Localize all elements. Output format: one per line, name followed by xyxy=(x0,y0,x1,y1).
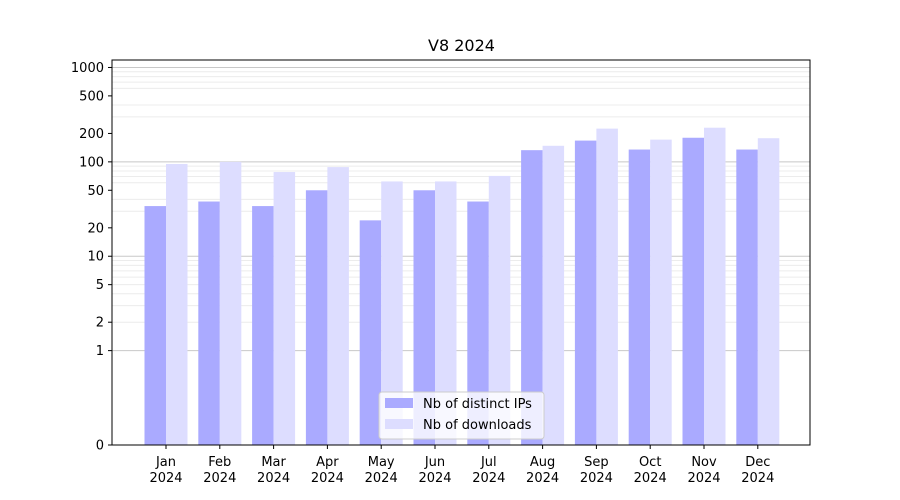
legend: Nb of distinct IPs Nb of downloads xyxy=(378,391,545,440)
x-tick-label-month: Jun xyxy=(424,455,445,470)
x-tick-label-year: 2024 xyxy=(311,471,344,486)
y-tick-label: 500 xyxy=(79,89,104,104)
y-tick-label: 0 xyxy=(96,439,104,454)
bars xyxy=(144,127,780,446)
bar xyxy=(467,201,489,445)
x-tick-label-month: Dec xyxy=(745,455,770,470)
legend-label-distinct-ips: Nb of distinct IPs xyxy=(423,397,532,412)
bar xyxy=(413,190,435,445)
y-tick-label: 20 xyxy=(87,221,104,236)
x-tick-label-year: 2024 xyxy=(418,471,451,486)
x-tick-label-month: Apr xyxy=(316,455,339,470)
bar xyxy=(682,137,704,445)
y-tick-label: 1000 xyxy=(71,61,104,76)
x-tick-label-year: 2024 xyxy=(149,471,182,486)
legend-label-downloads: Nb of downloads xyxy=(423,418,532,433)
x-tick-label-year: 2024 xyxy=(634,471,667,486)
x-tick-label-month: Jan xyxy=(155,455,176,470)
bar xyxy=(574,140,597,445)
x-tick-label-month: Sep xyxy=(584,455,609,470)
y-tick-label: 5 xyxy=(96,278,104,293)
bar xyxy=(381,181,403,445)
bar xyxy=(252,206,274,445)
bar xyxy=(327,167,349,445)
x-tick-label-month: May xyxy=(368,455,395,470)
x-tick-label-month: Mar xyxy=(261,455,286,470)
y-tick-label: 2 xyxy=(96,316,104,331)
x-tick-label-year: 2024 xyxy=(365,471,398,486)
bar xyxy=(596,128,618,445)
x-tick-label-year: 2024 xyxy=(526,471,559,486)
y-tick-label: 50 xyxy=(87,184,104,199)
bar xyxy=(488,175,511,445)
y-tick-label: 100 xyxy=(79,155,104,170)
x-tick-label-month: Feb xyxy=(208,455,231,470)
bar xyxy=(435,181,457,445)
bar xyxy=(628,149,651,446)
x-tick-label-month: Oct xyxy=(639,455,661,470)
plot-frame xyxy=(111,59,811,446)
bar xyxy=(166,163,188,445)
x-tick-label-year: 2024 xyxy=(741,471,774,486)
x-tick-label-year: 2024 xyxy=(580,471,613,486)
x-tick-label-year: 2024 xyxy=(687,471,720,486)
bar xyxy=(521,150,543,446)
bar xyxy=(144,206,166,445)
bar xyxy=(757,138,780,445)
chart-title: V8 2024 xyxy=(428,36,495,55)
legend-swatch-distinct-ips xyxy=(385,398,413,408)
y-tick-label: 200 xyxy=(79,127,104,142)
axes: 01251020501002005001000Jan2024Feb2024Mar… xyxy=(71,59,811,486)
bar xyxy=(704,127,726,446)
bar xyxy=(359,220,382,445)
x-tick-label-year: 2024 xyxy=(472,471,505,486)
bar xyxy=(542,145,565,446)
bar xyxy=(273,172,296,446)
y-tick-label: 10 xyxy=(87,250,104,265)
bar xyxy=(219,161,242,445)
x-tick-label-month: Jul xyxy=(480,455,497,470)
bar xyxy=(305,190,328,445)
y-tick-label: 1 xyxy=(96,344,104,359)
x-tick-label-month: Aug xyxy=(530,455,555,470)
bar xyxy=(198,201,220,445)
bar xyxy=(650,139,672,445)
x-tick-label-year: 2024 xyxy=(203,471,236,486)
legend-frame xyxy=(378,391,545,440)
bar xyxy=(736,149,758,446)
x-tick-label-year: 2024 xyxy=(257,471,290,486)
x-tick-label-month: Nov xyxy=(691,455,717,470)
legend-swatch-downloads xyxy=(385,419,413,429)
